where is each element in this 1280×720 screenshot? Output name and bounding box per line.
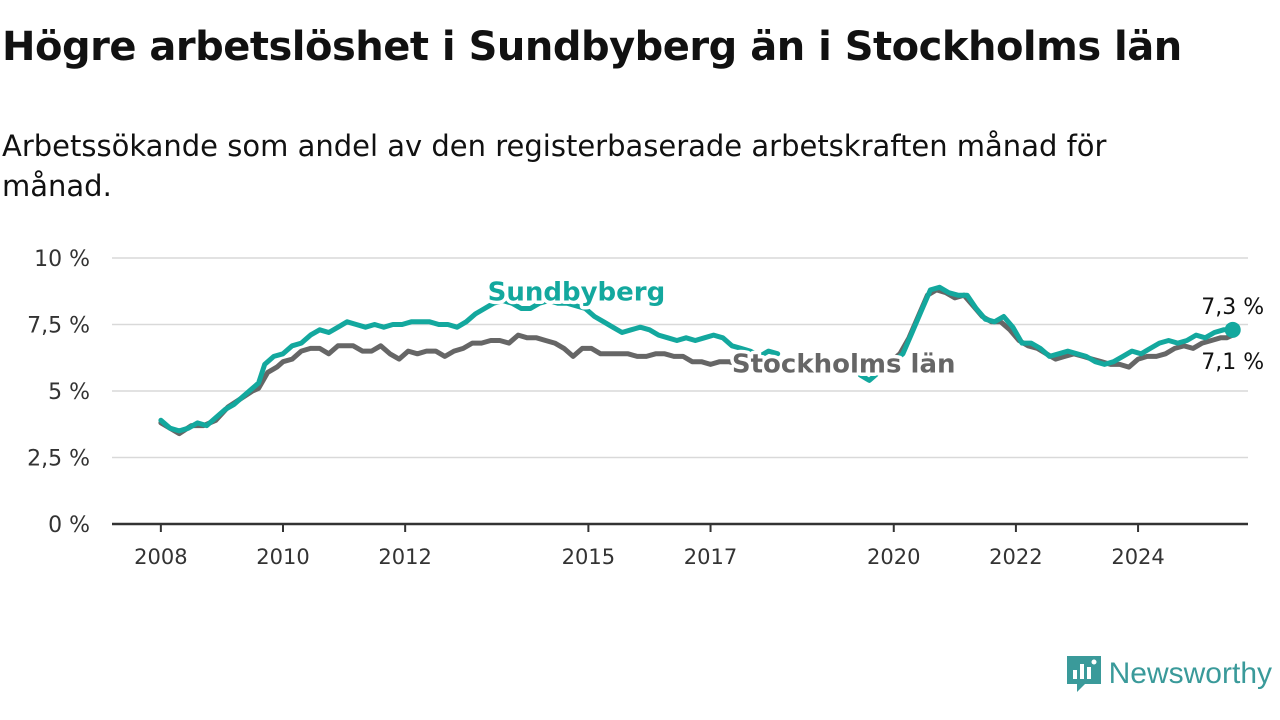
series-line-stockholms-l-n	[158, 332, 768, 437]
series-label-sundbyberg: Sundbyberg	[488, 278, 666, 308]
y-tick-label: 10 %	[34, 247, 90, 272]
newsworthy-logo-text: Newsworthy	[1108, 657, 1272, 690]
end-point-sundbyberg	[1224, 321, 1241, 338]
x-axis-ticks: 2008 2010 2012 2015 2017 2020 2022 2024	[134, 524, 1165, 569]
y-axis-ticks: 0 % 2,5 % 5 % 7,5 % 10 %	[27, 247, 90, 538]
series-line-sundbyberg	[857, 284, 1236, 383]
x-tick-label: 2012	[378, 545, 431, 569]
end-value-labels: 7,3 % 7,1 %	[1201, 295, 1264, 375]
chart-subtitle: Arbetssökande som andel av den registerb…	[2, 129, 1107, 203]
newsworthy-logo: Newsworthy	[1065, 654, 1272, 694]
end-label-sundbyberg: 7,3 %	[1201, 295, 1264, 320]
x-tick-label: 2024	[1111, 545, 1164, 569]
series-label-stockholms-l-n: Stockholms län	[732, 349, 956, 379]
newsworthy-logo-icon	[1066, 656, 1101, 692]
chart-title: Högre arbetslöshet i Sundbyberg än i Sto…	[2, 24, 1182, 70]
x-tick-label: 2017	[684, 545, 737, 569]
x-tick-label: 2020	[867, 545, 920, 569]
y-tick-label: 7,5 %	[27, 314, 90, 339]
series-labels: Sundbyberg Stockholms län	[484, 274, 959, 383]
series-line-sundbyberg	[158, 298, 781, 434]
y-tick-label: 2,5 %	[27, 447, 90, 472]
end-label-stockholms-lan: 7,1 %	[1201, 350, 1264, 375]
gridlines	[112, 257, 1248, 459]
x-tick-label: 2022	[989, 545, 1042, 569]
x-tick-label: 2010	[256, 545, 309, 569]
series-lines	[158, 284, 1236, 437]
y-tick-label: 0 %	[48, 513, 90, 538]
y-tick-label: 5 %	[48, 380, 90, 405]
x-tick-label: 2015	[562, 545, 615, 569]
x-tick-label: 2008	[134, 545, 187, 569]
series-line-stockholms-l-n	[879, 287, 1236, 370]
